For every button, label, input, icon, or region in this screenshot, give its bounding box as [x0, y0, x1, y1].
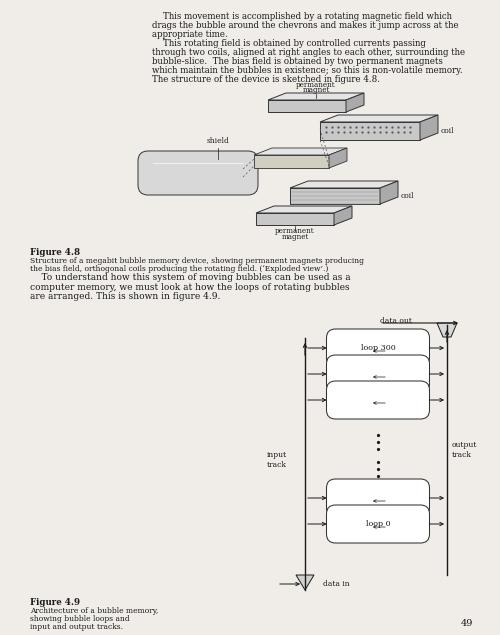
Text: Structure of a megabit bubble memory device, showing permanent magnets producing: Structure of a megabit bubble memory dev…: [30, 257, 364, 265]
Text: appropriate time.: appropriate time.: [152, 30, 228, 39]
Text: data out: data out: [380, 317, 412, 325]
FancyBboxPatch shape: [326, 355, 430, 393]
Text: the bias field, orthogonal coils producing the rotating field. (‘Exploded view’.: the bias field, orthogonal coils produci…: [30, 265, 328, 273]
Text: Architecture of a bubble memory,: Architecture of a bubble memory,: [30, 607, 158, 615]
Polygon shape: [256, 213, 334, 225]
Text: This rotating field is obtained by controlled currents passing: This rotating field is obtained by contr…: [152, 39, 426, 48]
Polygon shape: [329, 148, 347, 168]
Text: permanent: permanent: [296, 81, 336, 89]
Text: coil: coil: [401, 192, 414, 200]
Text: 49: 49: [460, 619, 473, 628]
Text: To understand how this system of moving bubbles can be used as a: To understand how this system of moving …: [30, 273, 350, 282]
Text: magnet: magnet: [302, 86, 330, 94]
Text: input
track: input track: [267, 451, 287, 469]
Text: through two coils, aligned at right angles to each other, surrounding the: through two coils, aligned at right angl…: [152, 48, 465, 57]
Polygon shape: [320, 122, 420, 140]
Polygon shape: [254, 148, 347, 155]
Polygon shape: [268, 93, 364, 100]
Text: input and output tracks.: input and output tracks.: [30, 623, 123, 631]
Polygon shape: [346, 93, 364, 112]
Polygon shape: [334, 206, 352, 225]
Text: permanent: permanent: [275, 227, 315, 235]
Text: magnet: magnet: [282, 233, 308, 241]
Polygon shape: [437, 323, 457, 337]
Polygon shape: [254, 155, 329, 168]
Text: computer memory, we must look at how the loops of rotating bubbles: computer memory, we must look at how the…: [30, 283, 350, 291]
FancyBboxPatch shape: [326, 479, 430, 517]
Text: which maintain the bubbles in existence; so this is non-volatile memory.: which maintain the bubbles in existence;…: [152, 66, 462, 75]
Text: coil: coil: [441, 127, 454, 135]
Polygon shape: [290, 181, 398, 188]
Text: shield: shield: [206, 137, 230, 145]
Text: loop 300: loop 300: [360, 344, 396, 352]
FancyBboxPatch shape: [326, 329, 430, 367]
Text: The structure of the device is sketched in figure 4.8.: The structure of the device is sketched …: [152, 75, 380, 84]
Text: data in: data in: [323, 580, 349, 588]
Polygon shape: [320, 115, 438, 122]
Polygon shape: [256, 206, 352, 213]
Text: output
track: output track: [452, 441, 477, 458]
Text: Figure 4.9: Figure 4.9: [30, 598, 80, 607]
Polygon shape: [420, 115, 438, 140]
Text: showing bubble loops and: showing bubble loops and: [30, 615, 130, 623]
FancyBboxPatch shape: [138, 151, 258, 195]
Polygon shape: [290, 188, 380, 204]
Text: are arranged. This is shown in figure 4.9.: are arranged. This is shown in figure 4.…: [30, 292, 220, 301]
Text: Figure 4.8: Figure 4.8: [30, 248, 80, 257]
FancyBboxPatch shape: [326, 505, 430, 543]
Text: This movement is accomplished by a rotating magnetic field which: This movement is accomplished by a rotat…: [152, 12, 452, 21]
Polygon shape: [296, 575, 314, 590]
Text: drags the bubble around the chevrons and makes it jump across at the: drags the bubble around the chevrons and…: [152, 21, 458, 30]
Polygon shape: [268, 100, 346, 112]
FancyBboxPatch shape: [326, 381, 430, 419]
Polygon shape: [380, 181, 398, 204]
Text: bubble-slice.  The bias field is obtained by two permanent magnets: bubble-slice. The bias field is obtained…: [152, 57, 443, 66]
Text: loop 0: loop 0: [366, 520, 390, 528]
